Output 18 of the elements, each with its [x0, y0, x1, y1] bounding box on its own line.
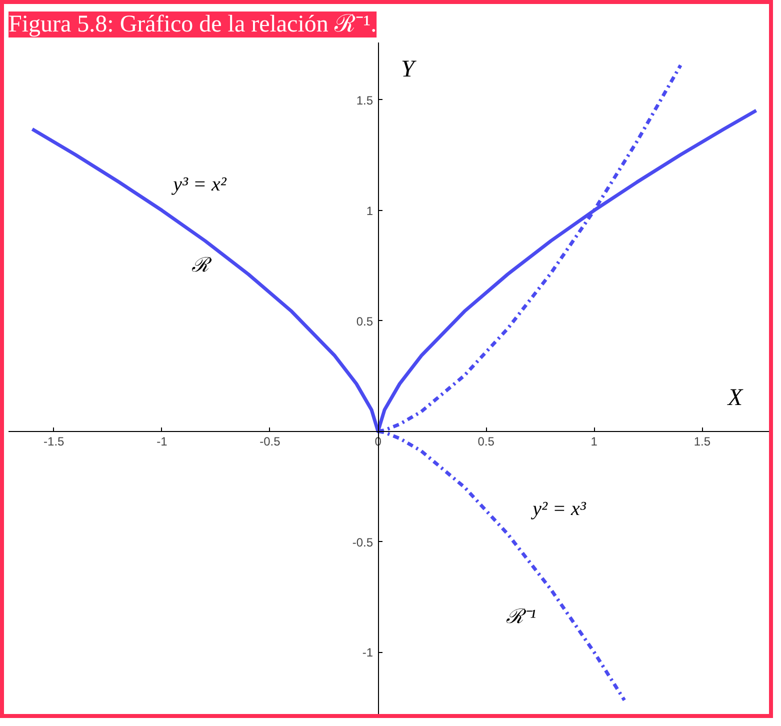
- x-tick-label: 0.5: [478, 434, 495, 448]
- y-tick-label: 1: [366, 204, 374, 218]
- x-tick-label: -1: [156, 434, 168, 448]
- y-tick-label: 1.5: [356, 93, 374, 108]
- annotation: y³ = x²: [171, 173, 228, 196]
- y-tick-label: -0.5: [352, 535, 374, 550]
- x-axis-title: X: [726, 385, 744, 412]
- chart-title: Figura 5.8: Gráfico de la relación ℛ⁻¹.: [8, 12, 377, 38]
- y-tick-label: -1: [362, 646, 374, 660]
- annotation: ℛ: [191, 254, 212, 277]
- x-tick-label: 1.5: [694, 434, 711, 448]
- y-axis-title: Y: [400, 56, 417, 83]
- y-tick-label: 0.5: [356, 314, 374, 328]
- annotation: ℛ⁻¹: [506, 606, 536, 628]
- x-tick-label: -0.5: [260, 434, 281, 448]
- x-tick-label: -1.5: [44, 434, 65, 448]
- annotation: y² = x³: [530, 498, 587, 520]
- x-tick-label: 1: [590, 434, 598, 448]
